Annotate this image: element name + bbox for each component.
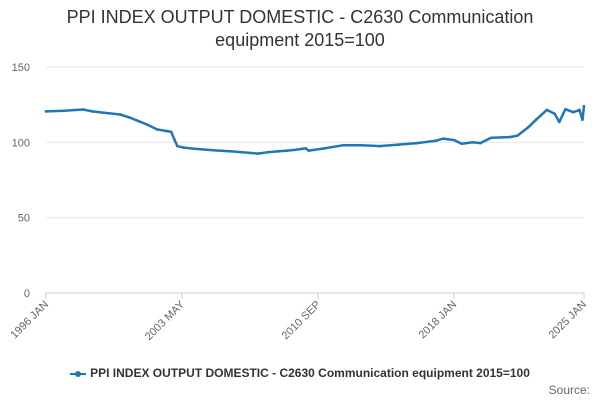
- data-point: [137, 119, 141, 123]
- y-tick-label: 0: [24, 288, 30, 300]
- data-point: [285, 149, 289, 152]
- data-point: [304, 147, 308, 150]
- source-label: Source:: [548, 383, 590, 397]
- y-tick-label: 150: [12, 62, 30, 74]
- legend-symbol: [70, 370, 87, 377]
- data-point: [564, 107, 567, 111]
- data-point: [128, 116, 131, 119]
- x-tick-label: 1996 JAN: [8, 299, 51, 342]
- x-tick-label: 2003 MAY: [143, 298, 188, 343]
- legend-label: PPI INDEX OUTPUT DOMESTIC - C2630 Commun…: [90, 366, 530, 380]
- data-point: [516, 134, 519, 137]
- data-point: [182, 146, 185, 149]
- legend[interactable]: PPI INDEX OUTPUT DOMESTIC - C2630 Commun…: [0, 364, 600, 382]
- data-point: [322, 147, 326, 150]
- data-point: [571, 110, 575, 114]
- data-point: [248, 151, 252, 155]
- data-point: [508, 135, 512, 139]
- data-point: [442, 137, 445, 140]
- chart-title-line-1: PPI INDEX OUTPUT DOMESTIC - C2630 Commun…: [66, 7, 534, 27]
- data-point: [44, 110, 48, 113]
- data-point: [360, 144, 363, 147]
- data-point: [91, 110, 94, 113]
- data-point: [378, 144, 382, 148]
- data-point: [582, 104, 586, 108]
- data-point: [581, 118, 584, 122]
- data-point: [452, 138, 456, 142]
- data-point: [479, 141, 482, 145]
- data-point: [176, 144, 179, 148]
- data-point: [397, 143, 400, 146]
- data-point: [415, 141, 419, 145]
- data-point: [527, 125, 530, 129]
- data-point: [557, 120, 561, 124]
- x-tick-label: 2025 JAN: [546, 299, 589, 342]
- data-point: [307, 149, 311, 152]
- data-point: [256, 152, 260, 155]
- data-point: [434, 139, 437, 143]
- data-point: [230, 150, 233, 153]
- data-point: [118, 113, 122, 116]
- data-point: [169, 130, 173, 134]
- y-tick-label: 100: [12, 137, 30, 149]
- y-tick-label: 50: [18, 213, 30, 225]
- data-point: [146, 123, 150, 127]
- data-point: [460, 142, 464, 146]
- chart-title-line-2: equipment 2015=100: [215, 30, 385, 50]
- data-point: [471, 141, 474, 144]
- data-point: [63, 109, 66, 112]
- data-point: [100, 111, 103, 114]
- data-point: [489, 136, 493, 140]
- x-tick-label: 2010 SEP: [280, 299, 324, 343]
- x-tick-label: 2018 JAN: [417, 299, 460, 342]
- data-point: [165, 129, 168, 133]
- data-point: [173, 138, 176, 141]
- data-point: [156, 128, 159, 131]
- data-point: [341, 144, 345, 147]
- chart-title: PPI INDEX OUTPUT DOMESTIC - C2630 Commun…: [0, 6, 600, 52]
- data-point: [545, 108, 549, 112]
- series-line: [44, 104, 586, 155]
- data-point: [534, 118, 538, 122]
- data-point: [81, 108, 85, 111]
- data-point: [553, 112, 556, 116]
- data-point: [276, 150, 280, 153]
- data-point: [211, 148, 215, 152]
- data-point: [293, 148, 297, 152]
- data-point: [193, 147, 196, 150]
- data-point: [578, 108, 581, 112]
- data-point: [267, 150, 270, 154]
